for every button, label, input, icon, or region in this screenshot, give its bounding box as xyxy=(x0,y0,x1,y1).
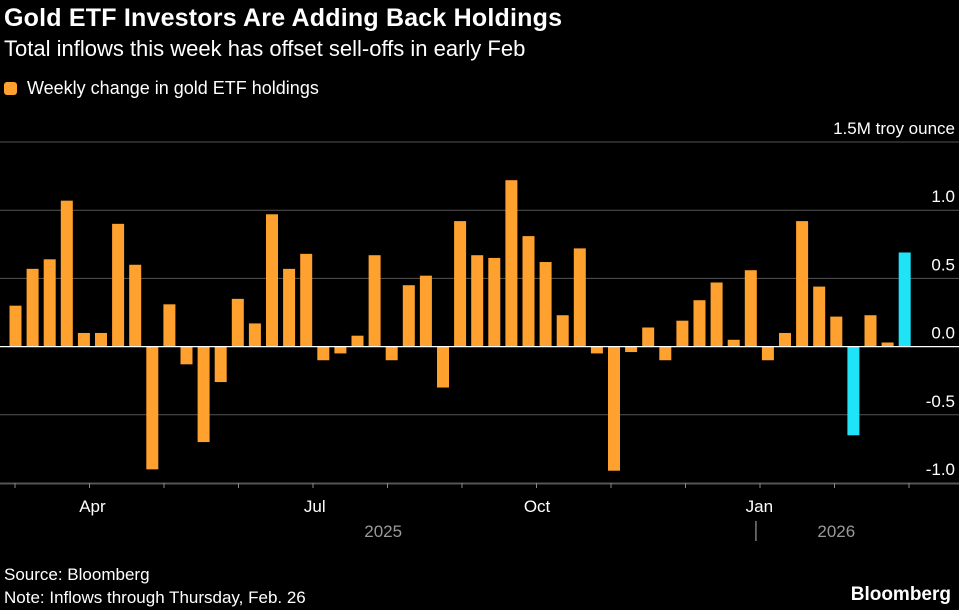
bar xyxy=(522,236,535,347)
x-axis: Apr Jul Oct Jan 2025 2026 xyxy=(0,483,959,541)
bar xyxy=(573,248,586,347)
bar xyxy=(659,346,672,361)
legend: Weekly change in gold ETF holdings xyxy=(4,78,319,99)
chart-title: Gold ETF Investors Are Adding Back Holdi… xyxy=(4,4,563,32)
bar xyxy=(454,221,467,347)
x-year-label: 2025 xyxy=(364,522,402,541)
bar xyxy=(60,200,73,347)
bar xyxy=(146,346,159,470)
y-axis: 1.5M troy ounce 1.0 0.5 0.0 -0.5 -1.0 xyxy=(833,119,955,479)
bar xyxy=(248,323,261,347)
x-year-label: 2026 xyxy=(817,522,855,541)
bar xyxy=(590,346,603,354)
bar xyxy=(334,346,347,354)
y-tick-label: -0.5 xyxy=(926,392,955,411)
y-tick-label: -1.0 xyxy=(926,460,955,479)
bar xyxy=(300,253,313,347)
bar xyxy=(266,214,278,347)
chart-subtitle: Total inflows this week has offset sell-… xyxy=(4,36,526,61)
bar xyxy=(112,223,125,347)
bar xyxy=(471,255,484,347)
bar xyxy=(847,346,860,436)
bar xyxy=(779,332,791,347)
source-note: Source: Bloomberg xyxy=(4,565,150,584)
bar xyxy=(197,346,210,443)
bloomberg-logo: Bloomberg xyxy=(850,584,951,605)
bar xyxy=(402,285,415,347)
bar xyxy=(231,298,244,347)
bar xyxy=(608,346,620,471)
y-unit-label: 1.5M troy ounce xyxy=(833,119,955,138)
x-month-label: Apr xyxy=(79,497,106,516)
bar xyxy=(813,286,826,347)
bar xyxy=(419,275,432,347)
bar xyxy=(43,259,56,347)
bar xyxy=(727,339,740,347)
bar xyxy=(180,346,193,365)
bar xyxy=(693,300,706,347)
bar xyxy=(761,346,774,361)
bar xyxy=(898,252,911,347)
bar xyxy=(796,221,809,347)
bar xyxy=(744,270,757,347)
bar xyxy=(351,335,364,347)
x-month-label: Jul xyxy=(304,497,326,516)
bar xyxy=(95,332,107,347)
footnote: Note: Inflows through Thursday, Feb. 26 xyxy=(4,588,306,607)
bar xyxy=(163,304,176,347)
bar xyxy=(881,342,894,347)
bar xyxy=(539,262,552,347)
bar xyxy=(9,305,22,347)
bar xyxy=(556,315,569,347)
bar xyxy=(830,316,843,347)
x-month-label: Oct xyxy=(524,497,551,516)
bar xyxy=(437,346,449,388)
bar xyxy=(214,346,227,383)
x-month-label: Jan xyxy=(746,497,773,516)
bar xyxy=(368,255,381,347)
y-tick-label: 0.5 xyxy=(931,255,955,274)
bar xyxy=(505,180,518,347)
y-tick-label: 1.0 xyxy=(931,187,955,206)
y-tick-label: 0.0 xyxy=(931,324,955,343)
legend-label: Weekly change in gold ETF holdings xyxy=(27,78,319,98)
bar xyxy=(488,257,501,347)
bar xyxy=(283,268,296,347)
bar xyxy=(710,282,723,347)
bar xyxy=(385,346,398,361)
bars xyxy=(9,180,911,471)
bar xyxy=(26,268,39,347)
bar xyxy=(864,315,877,347)
bar xyxy=(129,264,142,347)
bar-chart: Apr Jul Oct Jan 2025 2026 1.5M troy ounce 1.0 0… xyxy=(0,119,959,541)
bar xyxy=(317,346,330,361)
bar xyxy=(625,346,638,353)
bar xyxy=(642,327,655,347)
bar xyxy=(676,320,689,347)
legend-swatch xyxy=(4,82,17,95)
bar xyxy=(77,332,90,347)
